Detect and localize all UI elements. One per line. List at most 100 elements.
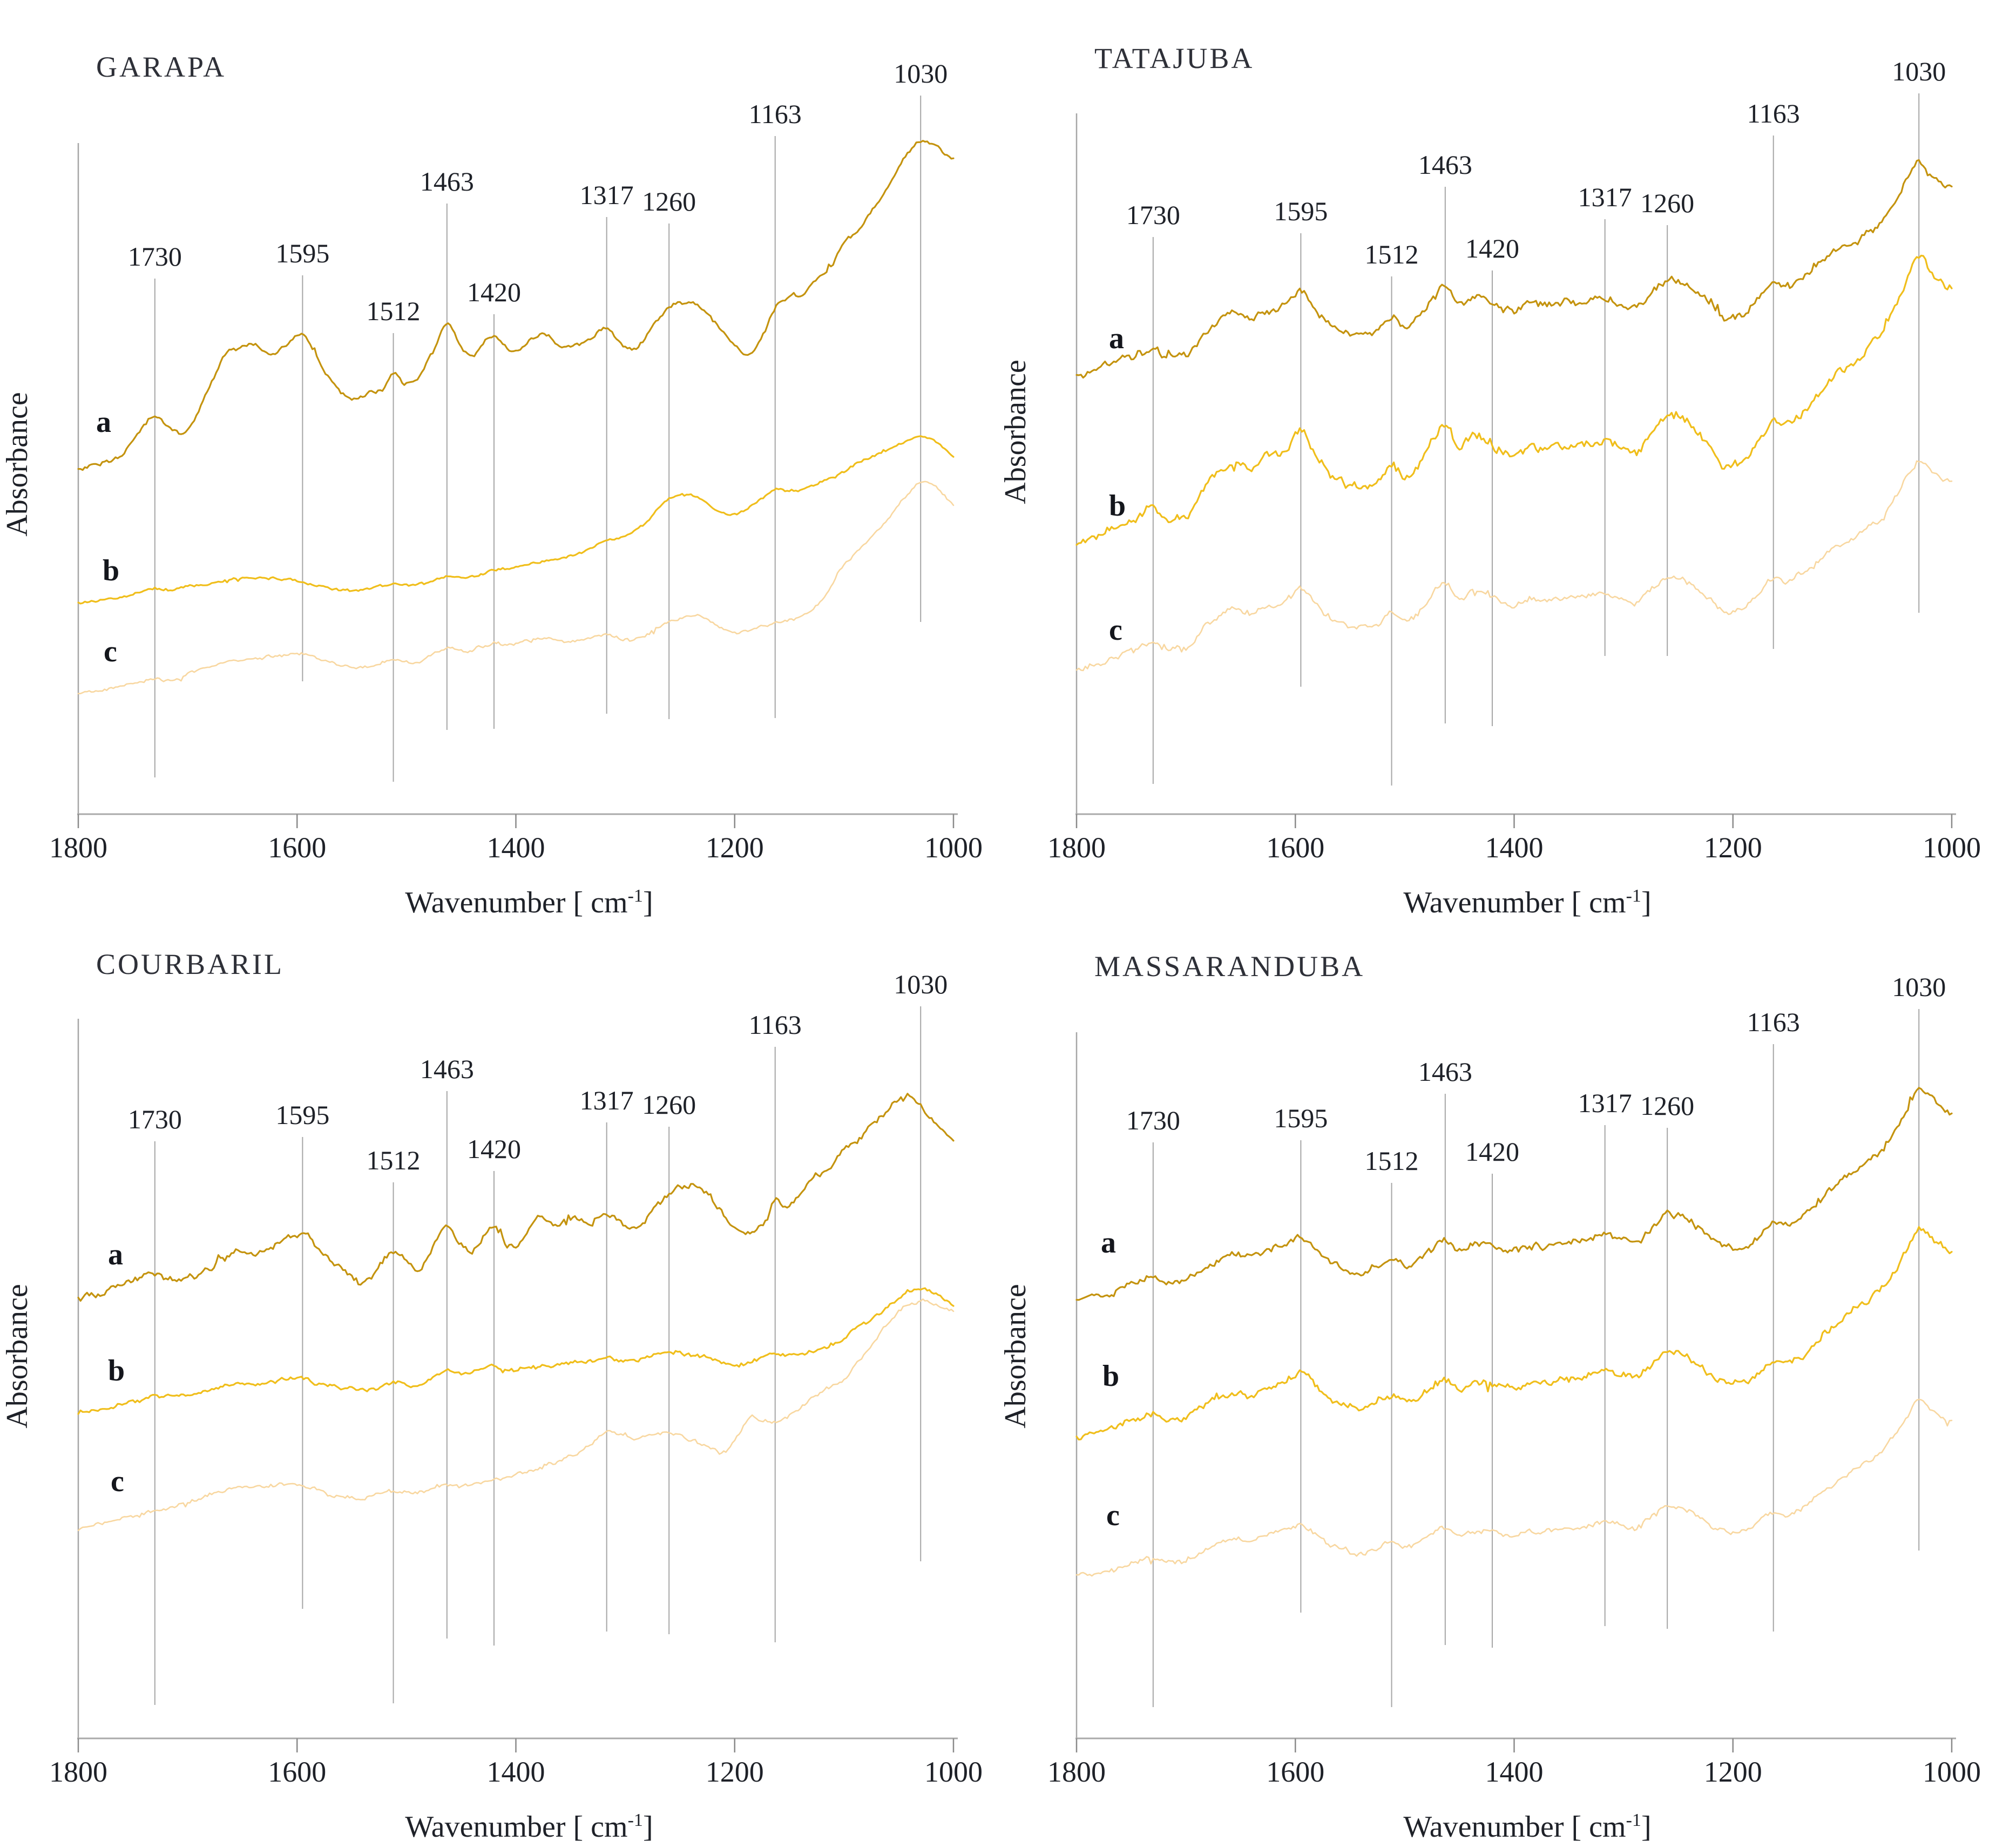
peak-label-1463: 1463 (420, 166, 474, 197)
x-tick-label-1200: 1200 (706, 831, 764, 864)
series-label-a: a (96, 405, 111, 439)
peak-label-1317: 1317 (1578, 182, 1632, 212)
peak-label-1317: 1317 (580, 180, 634, 210)
spectrum-curve-c (77, 480, 955, 694)
x-tick-label-1000: 1000 (924, 1756, 983, 1788)
peak-label-1730: 1730 (1126, 1105, 1180, 1135)
x-axis-label: Wavenumber [ cm-1] (1403, 886, 1651, 919)
peak-label-1730: 1730 (1126, 200, 1180, 230)
peak-label-1420: 1420 (1465, 1136, 1519, 1167)
y-axis-label: Absorbance (1, 392, 34, 536)
peak-label-1730: 1730 (128, 1104, 182, 1134)
peak-label-1030: 1030 (1892, 56, 1946, 86)
y-axis-label: Absorbance (999, 360, 1032, 504)
x-tick-label-1800: 1800 (1047, 1756, 1106, 1788)
spectrum-chart: GARAPA 1800 1600 1400 1200 1000 1730 1595 1512 14… (1, 51, 983, 919)
spectrum-curve-c (77, 1298, 955, 1531)
chart-panel-garapa: GARAPA 1800 1600 1400 1200 1000 1730 1595 1512 14… (0, 0, 998, 924)
chart-panel-massaranduba: MASSARANDUBA 1800 1600 1400 1200 1000 1730 1595… (998, 924, 1996, 1848)
peak-label-1595: 1595 (275, 238, 329, 268)
spectrum-curve-b (1075, 254, 1953, 546)
peak-label-1463: 1463 (1418, 1057, 1472, 1087)
peak-label-1420: 1420 (467, 277, 521, 307)
peak-label-1030: 1030 (894, 969, 948, 999)
peak-label-1163: 1163 (749, 99, 802, 129)
peak-label-1030: 1030 (1892, 972, 1946, 1002)
series-label-a: a (108, 1238, 123, 1271)
peak-label-1260: 1260 (1640, 188, 1694, 218)
spectrum-chart: TATAJUBA 1800 1600 1400 1200 1000 1730 1595 1512… (999, 42, 1981, 919)
peak-label-1512: 1512 (1365, 239, 1419, 269)
peak-label-1317: 1317 (1578, 1088, 1632, 1118)
peak-label-1463: 1463 (420, 1054, 474, 1084)
series-label-c: c (104, 635, 117, 668)
spectrum-curve-a (77, 140, 955, 471)
x-tick-label-1000: 1000 (1923, 1756, 1981, 1788)
x-tick-label-1200: 1200 (1704, 831, 1762, 864)
series-label-a: a (1109, 322, 1124, 355)
chart-title: COURBARIL (96, 948, 284, 980)
x-tick-label-1600: 1600 (1266, 831, 1324, 864)
peak-label-1260: 1260 (642, 186, 696, 216)
x-tick-label-1200: 1200 (1704, 1756, 1762, 1788)
spectrum-curve-b (77, 435, 955, 605)
peak-label-1163: 1163 (1747, 1007, 1800, 1037)
spectrum-curve-b (1075, 1226, 1953, 1441)
chart-title: MASSARANDUBA (1094, 950, 1365, 983)
peak-label-1595: 1595 (275, 1100, 329, 1130)
chart-title: GARAPA (96, 51, 226, 83)
x-tick-label-1400: 1400 (487, 831, 545, 864)
spectrum-chart: MASSARANDUBA 1800 1600 1400 1200 1000 1730 1595… (999, 950, 1981, 1844)
series-label-c: c (1109, 613, 1122, 647)
x-tick-label-1800: 1800 (49, 831, 107, 864)
peak-label-1463: 1463 (1418, 150, 1472, 180)
peak-label-1260: 1260 (1640, 1091, 1694, 1121)
peak-label-1512: 1512 (367, 296, 421, 326)
x-tick-label-1400: 1400 (487, 1756, 545, 1788)
x-tick-label-1600: 1600 (1266, 1756, 1324, 1788)
x-axis-label: Wavenumber [ cm-1] (1403, 1810, 1651, 1844)
peak-label-1595: 1595 (1274, 196, 1328, 226)
spectrum-curve-c (1075, 1398, 1953, 1577)
x-tick-label-1400: 1400 (1485, 831, 1544, 864)
spectrum-curve-b (77, 1287, 955, 1415)
chart-panel-courbaril: COURBARIL 1800 1600 1400 1200 1000 1730 1595 151… (0, 924, 998, 1848)
x-tick-label-1200: 1200 (706, 1756, 764, 1788)
x-axis-label: Wavenumber [ cm-1] (405, 1810, 653, 1844)
peak-label-1317: 1317 (580, 1085, 634, 1115)
peak-label-1163: 1163 (1747, 98, 1800, 128)
peak-label-1420: 1420 (1465, 233, 1519, 263)
x-axis-label: Wavenumber [ cm-1] (405, 886, 653, 919)
peak-label-1030: 1030 (894, 58, 948, 89)
peak-label-1595: 1595 (1274, 1103, 1328, 1133)
series-label-c: c (111, 1465, 124, 1498)
y-axis-label: Absorbance (999, 1284, 1032, 1428)
series-label-a: a (1101, 1226, 1116, 1260)
x-tick-label-1000: 1000 (1923, 831, 1981, 864)
chart-panel-tatajuba: TATAJUBA 1800 1600 1400 1200 1000 1730 1595 1512… (998, 0, 1996, 924)
spectrum-curve-a (1075, 1087, 1953, 1301)
x-tick-label-1800: 1800 (1047, 831, 1106, 864)
peak-label-1163: 1163 (749, 1010, 802, 1040)
peak-label-1730: 1730 (128, 241, 182, 272)
spectrum-curve-a (77, 1093, 955, 1302)
series-label-b: b (103, 554, 119, 587)
peak-label-1420: 1420 (467, 1134, 521, 1164)
chart-title: TATAJUBA (1094, 42, 1254, 75)
x-tick-label-1000: 1000 (924, 831, 983, 864)
series-label-b: b (1109, 489, 1126, 523)
peak-label-1512: 1512 (367, 1145, 421, 1175)
series-label-c: c (1106, 1499, 1120, 1532)
x-tick-label-1600: 1600 (268, 831, 326, 864)
spectrum-chart: COURBARIL 1800 1600 1400 1200 1000 1730 1595 151… (1, 948, 983, 1844)
spectrum-curve-a (1075, 159, 1953, 379)
x-tick-label-1800: 1800 (49, 1756, 107, 1788)
series-label-b: b (1102, 1359, 1119, 1393)
peak-label-1260: 1260 (642, 1089, 696, 1120)
peak-label-1512: 1512 (1365, 1146, 1419, 1176)
x-tick-label-1400: 1400 (1485, 1756, 1544, 1788)
series-label-b: b (108, 1354, 125, 1387)
y-axis-label: Absorbance (1, 1284, 34, 1428)
x-tick-label-1600: 1600 (268, 1756, 326, 1788)
